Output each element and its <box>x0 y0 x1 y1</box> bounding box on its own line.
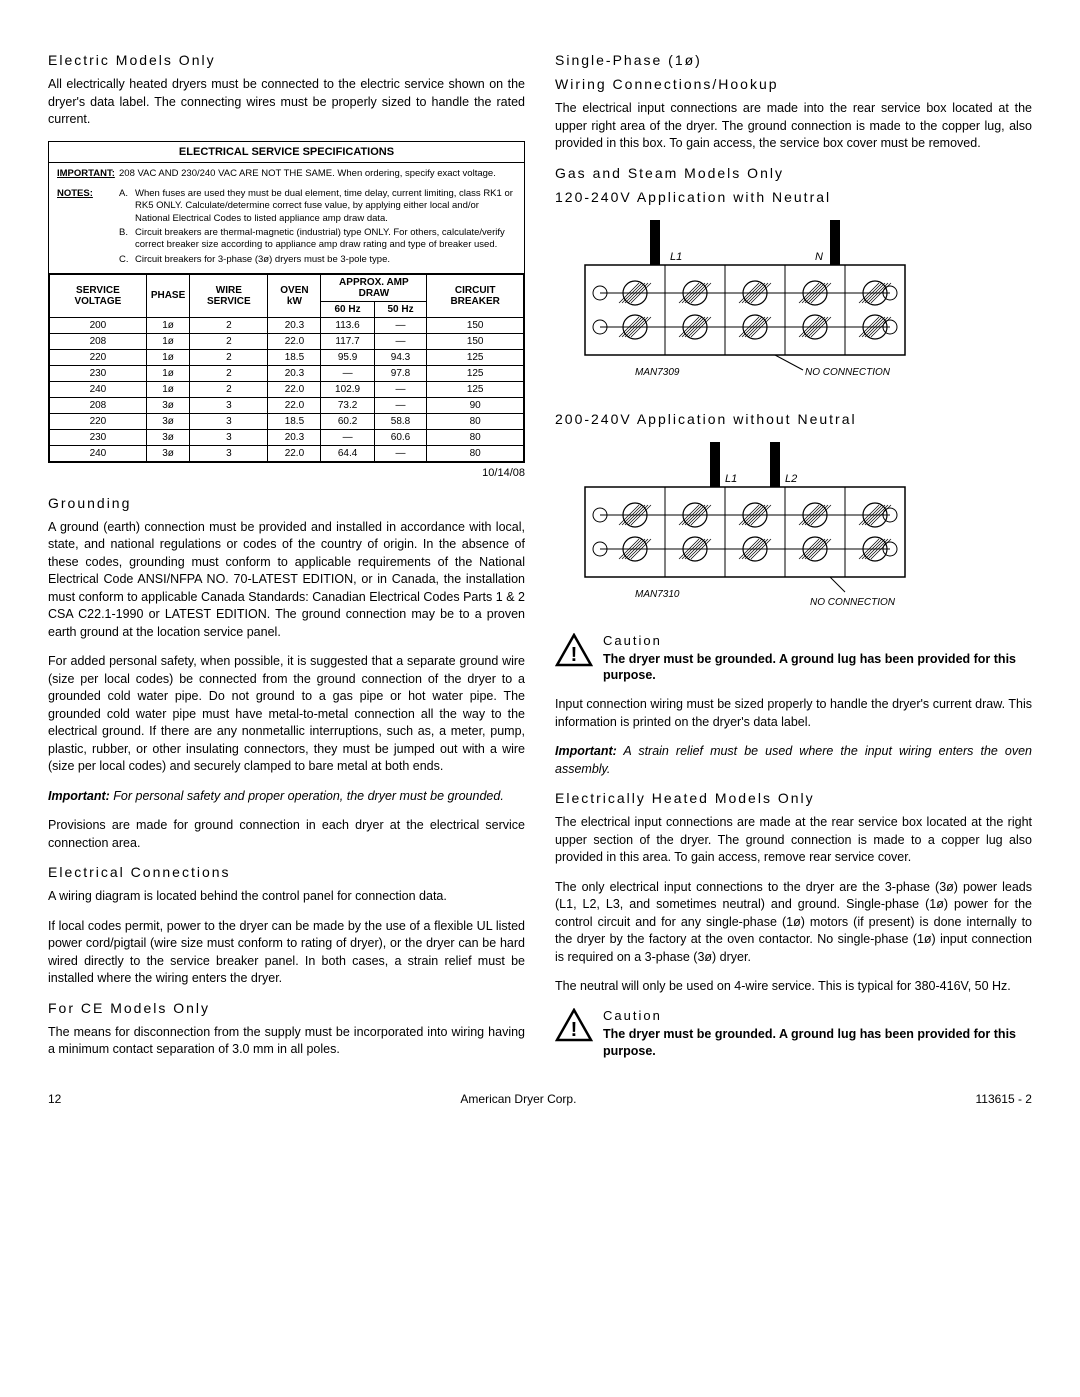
svg-text:NO CONNECTION: NO CONNECTION <box>805 367 891 378</box>
note-b-text: Circuit breakers are thermal-magnetic (i… <box>135 227 516 252</box>
th-60hz: 60 Hz <box>321 301 374 317</box>
svg-text:N: N <box>815 251 823 263</box>
th-service-voltage: SERVICE VOLTAGE <box>50 274 147 317</box>
spec-table: SERVICE VOLTAGE PHASE WIRE SERVICE OVEN … <box>49 274 524 462</box>
para-single-phase: The electrical input connections are mad… <box>555 100 1032 153</box>
th-50hz: 50 Hz <box>374 301 427 317</box>
wiring-diagram-1: L1 N MAN7309 NO CONNECTION <box>555 215 1032 395</box>
svg-text:!: ! <box>571 1019 578 1041</box>
table-row: 2083ø322.073.2—90 <box>50 397 524 413</box>
caution-2: ! Caution The dryer must be grounded. A … <box>555 1008 1032 1060</box>
page-footer: 12 American Dryer Corp. 113615 - 2 <box>48 1092 1032 1106</box>
table-row: 2203ø318.560.258.880 <box>50 413 524 429</box>
caution-body-1: The dryer must be grounded. A ground lug… <box>603 651 1032 685</box>
spec-table-title: ELECTRICAL SERVICE SPECIFICATIONS <box>49 142 524 163</box>
svg-text:NO CONNECTION: NO CONNECTION <box>810 597 896 608</box>
table-row: 2403ø322.064.4—80 <box>50 445 524 461</box>
important-text: 208 VAC AND 230/240 VAC ARE NOT THE SAME… <box>119 168 516 180</box>
para-electric-models: All electrically heated dryers must be c… <box>48 76 525 129</box>
svg-text:L2: L2 <box>785 473 797 485</box>
caution-icon: ! <box>555 633 593 670</box>
important-lead-right: Important: <box>555 744 617 758</box>
table-row: 2081ø222.0117.7—150 <box>50 333 524 349</box>
para-input-wiring: Input connection wiring must be sized pr… <box>555 696 1032 731</box>
table-row: 2401ø222.0102.9—125 <box>50 381 524 397</box>
svg-text:MAN7309: MAN7309 <box>635 367 680 378</box>
th-approx-amp: APPROX. AMP DRAW <box>321 274 427 301</box>
wiring-diagram-2: L1 L2 MAN7310 NO CONNECTION <box>555 437 1032 617</box>
para-grounding-2: For added personal safety, when possible… <box>48 653 525 776</box>
heading-grounding: Grounding <box>48 495 525 511</box>
left-column: Electric Models Only All electrically he… <box>48 52 525 1072</box>
heading-elec-conn: Electrical Connections <box>48 864 525 880</box>
heading-200-240: 200-240V Application without Neutral <box>555 411 1032 427</box>
heading-elec-heated: Electrically Heated Models Only <box>555 790 1032 806</box>
para-elec-heated-3: The neutral will only be used on 4-wire … <box>555 978 1032 996</box>
footer-page: 12 <box>48 1092 61 1106</box>
note-a-text: When fuses are used they must be dual el… <box>135 188 516 225</box>
table-row: 2303ø320.3—60.680 <box>50 429 524 445</box>
table-row: 2001ø220.3113.6—150 <box>50 317 524 333</box>
notes-label: NOTES: <box>57 188 119 225</box>
note-b-letter: B. <box>119 227 135 252</box>
svg-text:L1: L1 <box>725 473 737 485</box>
para-elec-heated-1: The electrical input connections are mad… <box>555 814 1032 867</box>
para-elec-conn-1: A wiring diagram is located behind the c… <box>48 888 525 906</box>
caution-body-2: The dryer must be grounded. A ground lug… <box>603 1026 1032 1060</box>
heading-electric-models: Electric Models Only <box>48 52 525 68</box>
table-row: 2301ø220.3—97.8125 <box>50 365 524 381</box>
heading-single-phase-1: Single-Phase (1ø) <box>555 52 1032 68</box>
spec-notes: IMPORTANT: 208 VAC AND 230/240 VAC ARE N… <box>49 163 524 274</box>
heading-gas-steam-1: Gas and Steam Models Only <box>555 165 1032 181</box>
th-phase: PHASE <box>146 274 189 317</box>
spec-date: 10/14/08 <box>48 467 525 479</box>
para-important-ground: Important: For personal safety and prope… <box>48 788 525 806</box>
para-strain-relief: Important: A strain relief must be used … <box>555 743 1032 778</box>
para-provisions: Provisions are made for ground connectio… <box>48 817 525 852</box>
footer-company: American Dryer Corp. <box>460 1092 576 1106</box>
spec-table-container: ELECTRICAL SERVICE SPECIFICATIONS IMPORT… <box>48 141 525 463</box>
th-wire-service: WIRE SERVICE <box>190 274 268 317</box>
heading-gas-steam-2: 120-240V Application with Neutral <box>555 189 1032 205</box>
caution-icon: ! <box>555 1008 593 1045</box>
footer-docnum: 113615 - 2 <box>975 1092 1032 1106</box>
note-c-letter: C. <box>119 254 135 266</box>
svg-text:L1: L1 <box>670 251 682 263</box>
para-elec-heated-2: The only electrical input connections to… <box>555 879 1032 967</box>
caution-1: ! Caution The dryer must be grounded. A … <box>555 633 1032 685</box>
right-column: Single-Phase (1ø) Wiring Connections/Hoo… <box>555 52 1032 1072</box>
important-lead: Important: <box>48 789 110 803</box>
important-label: IMPORTANT: <box>57 168 119 180</box>
heading-single-phase-2: Wiring Connections/Hookup <box>555 76 1032 92</box>
para-elec-conn-2: If local codes permit, power to the drye… <box>48 918 525 988</box>
note-c-text: Circuit breakers for 3-phase (3ø) dryers… <box>135 254 516 266</box>
th-oven-kw: OVEN kW <box>268 274 321 317</box>
th-circuit-breaker: CIRCUIT BREAKER <box>427 274 524 317</box>
caution-title-1: Caution <box>603 633 1032 648</box>
svg-text:!: ! <box>571 644 578 666</box>
caution-title-2: Caution <box>603 1008 1032 1023</box>
svg-text:MAN7310: MAN7310 <box>635 589 680 600</box>
heading-ce: For CE Models Only <box>48 1000 525 1016</box>
note-a-letter: A. <box>119 188 135 225</box>
table-row: 2201ø218.595.994.3125 <box>50 349 524 365</box>
para-grounding-1: A ground (earth) connection must be prov… <box>48 519 525 642</box>
para-ce: The means for disconnection from the sup… <box>48 1024 525 1059</box>
